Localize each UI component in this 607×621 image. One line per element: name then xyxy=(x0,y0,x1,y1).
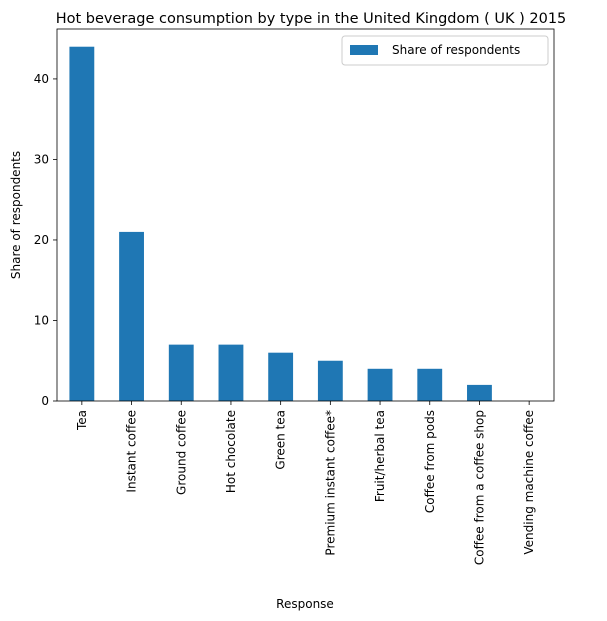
x-tick-label: Ground coffee xyxy=(174,410,188,495)
y-axis-label: Share of respondents xyxy=(9,151,23,279)
bar xyxy=(168,344,194,401)
chart-title: Hot beverage consumption by type in the … xyxy=(56,11,567,27)
y-tick-label: 10 xyxy=(34,313,49,327)
legend-swatch xyxy=(350,45,378,55)
y-tick-label: 0 xyxy=(41,394,49,408)
x-tick-label: Vending machine coffee xyxy=(522,410,536,555)
bar xyxy=(218,344,244,401)
bar xyxy=(268,352,294,401)
bar xyxy=(317,360,343,401)
x-tick-label: Premium instant coffee* xyxy=(323,410,337,556)
x-tick-label: Coffee from pods xyxy=(423,410,437,513)
bar xyxy=(417,368,443,401)
legend-label: Share of respondents xyxy=(392,43,520,57)
y-tick-label: 40 xyxy=(34,72,49,86)
bar xyxy=(367,368,393,401)
legend: Share of respondents xyxy=(341,35,549,66)
bar xyxy=(119,231,144,401)
x-tick-label: Coffee from a coffee shop xyxy=(472,410,486,565)
y-tick-label: 20 xyxy=(34,233,49,247)
x-tick-label: Green tea xyxy=(274,410,288,470)
x-axis-label: Response xyxy=(276,597,334,611)
bar xyxy=(467,384,492,401)
legend-frame xyxy=(341,35,549,66)
plot-area: 0 10 20 30 40 Tea Instant coffee Ground coffee H… xyxy=(34,46,536,565)
x-tick-label: Fruit/herbal tea xyxy=(373,410,387,502)
x-tick-label: Instant coffee xyxy=(125,410,139,493)
x-tick-label: Tea xyxy=(75,410,89,431)
axes-frame xyxy=(56,28,555,402)
x-tick-label: Hot chocolate xyxy=(224,410,238,493)
y-tick-label: 30 xyxy=(34,152,49,166)
bar xyxy=(69,46,95,401)
